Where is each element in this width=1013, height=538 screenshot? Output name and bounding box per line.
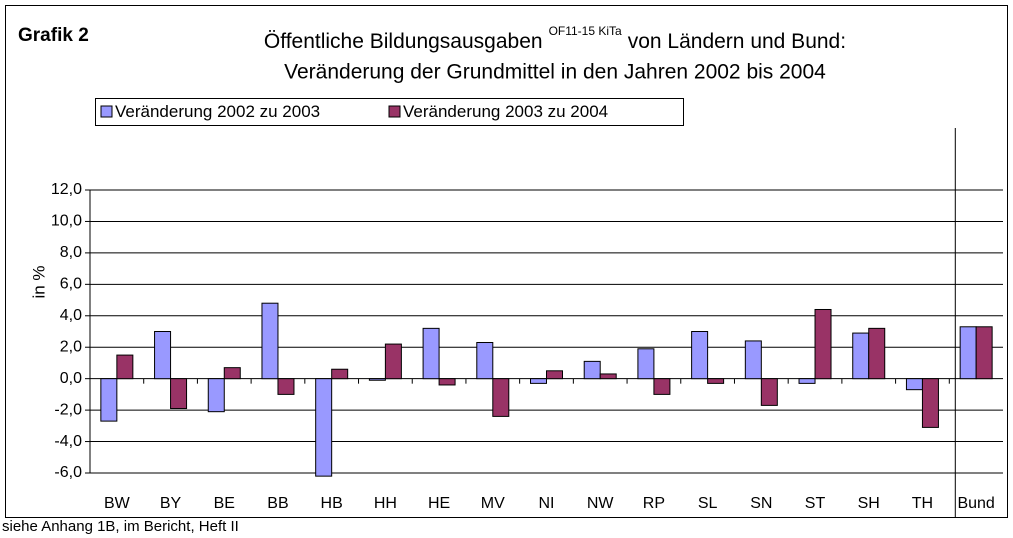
y-tick-label: -6,0 [54, 464, 82, 481]
bar [921, 378, 939, 428]
chart-title: Öffentliche Bildungsausgaben OF11-15 KiTa… [264, 24, 846, 52]
bar [422, 327, 440, 380]
legend-swatch [388, 105, 401, 118]
x-tick-label: NI [539, 495, 555, 512]
y-tick-label: 4,0 [60, 307, 82, 324]
legend-label: Veränderung 2002 zu 2003 [115, 102, 320, 121]
bar [798, 378, 816, 384]
y-tick-label: 10,0 [51, 213, 82, 230]
title-superscript: OF11-15 KiTa [549, 24, 622, 38]
bar [492, 378, 510, 417]
bar [530, 378, 547, 384]
chart-subtitle: Veränderung der Grundmittel in den Jahre… [284, 61, 826, 84]
bar [959, 326, 977, 380]
bar [476, 342, 494, 380]
bar [744, 340, 762, 380]
source-note: siehe Anhang 1B, im Bericht, Heft II [2, 518, 239, 535]
x-tick-label: HE [428, 495, 450, 512]
bar [207, 378, 225, 413]
bar [154, 331, 172, 380]
x-tick-label: BE [214, 495, 235, 512]
x-tick-label: BB [267, 495, 288, 512]
bar [261, 302, 279, 380]
x-tick-label: NW [587, 495, 615, 512]
bar [583, 360, 601, 380]
bar [814, 308, 832, 380]
bar [637, 348, 655, 380]
bar [277, 378, 295, 395]
y-tick-label: -2,0 [54, 401, 82, 418]
bar [331, 368, 349, 380]
legend-label: Veränderung 2003 zu 2004 [403, 102, 608, 121]
x-tick-label: SN [750, 495, 772, 512]
y-tick-label: 0,0 [60, 370, 82, 387]
x-tick-label: MV [481, 495, 505, 512]
bar [707, 378, 725, 384]
x-tick-label: Bund [957, 495, 994, 512]
y-tick-label: 8,0 [60, 244, 82, 261]
bar [760, 378, 778, 406]
bar [905, 378, 923, 391]
x-tick-label: HB [321, 495, 343, 512]
bar [868, 327, 886, 380]
bar [599, 373, 617, 380]
bar [546, 370, 563, 380]
x-tick-label: TH [912, 495, 933, 512]
title-main: Öffentliche Bildungsausgaben [264, 30, 543, 53]
y-axis-label: in % [29, 265, 48, 298]
bar [975, 326, 993, 380]
y-tick-label: 2,0 [60, 338, 82, 355]
y-tick-label: 6,0 [60, 276, 82, 293]
bar [852, 332, 870, 380]
x-tick-label: ST [805, 495, 826, 512]
x-tick-label: HH [374, 495, 397, 512]
chart-label: Grafik 2 [18, 25, 89, 46]
bar [170, 378, 188, 410]
bar [368, 378, 386, 381]
y-tick-label: 12,0 [51, 181, 82, 198]
bar [223, 367, 241, 380]
bar [384, 343, 402, 380]
x-tick-label: BY [160, 495, 182, 512]
y-tick-label: -4,0 [54, 433, 82, 450]
chart-frame [5, 5, 1008, 518]
bar [100, 378, 118, 422]
bar [653, 378, 671, 395]
bar [315, 378, 333, 477]
bar [438, 378, 456, 386]
x-tick-label: SL [698, 495, 718, 512]
x-tick-label: RP [643, 495, 665, 512]
title-suffix: von Ländern und Bund: [628, 30, 846, 53]
x-tick-label: SH [858, 495, 880, 512]
bar [691, 331, 709, 380]
bar [116, 354, 134, 380]
legend-swatch [100, 105, 113, 118]
x-tick-label: BW [104, 495, 131, 512]
